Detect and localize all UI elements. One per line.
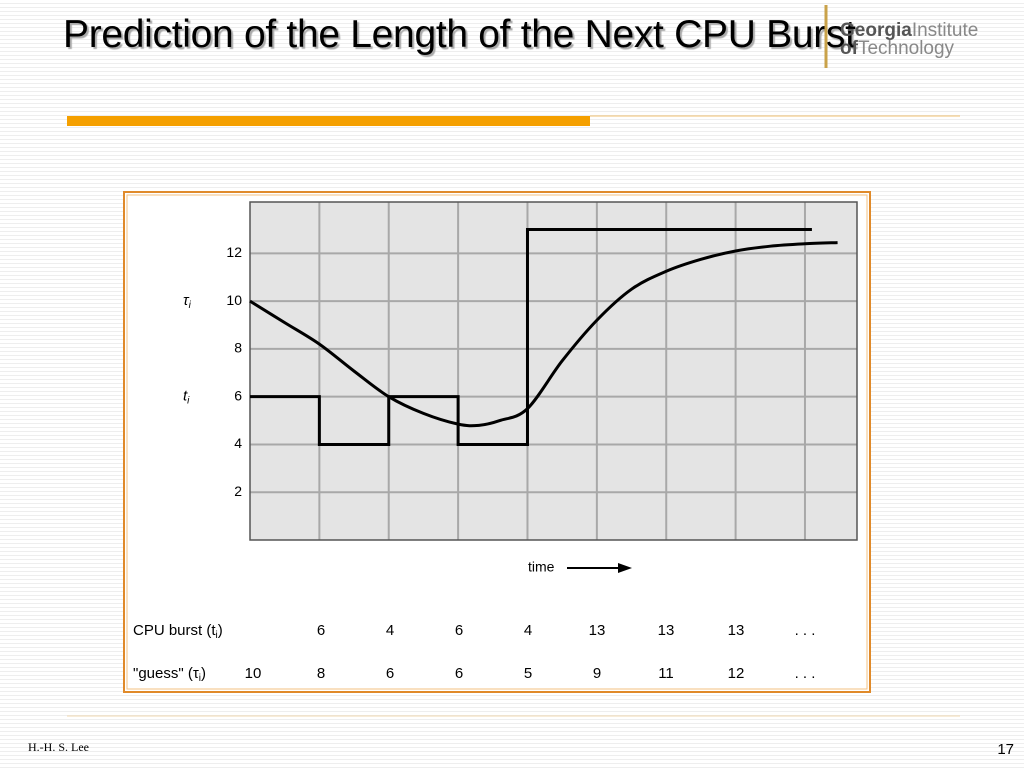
plot-border	[249, 201, 858, 541]
symbol: t	[183, 388, 188, 405]
logo-word: Technology	[858, 38, 955, 59]
y-tick-label: 6	[234, 387, 242, 403]
table-cell: . . .	[795, 622, 816, 639]
series-line	[249, 241, 838, 428]
table-cell: 13	[658, 622, 675, 639]
table-cell: 8	[317, 665, 325, 682]
table-cell: 13	[589, 622, 606, 639]
x-axis-label: time	[528, 559, 555, 575]
y-tick-label: 12	[226, 244, 242, 260]
subscript: i	[187, 395, 190, 406]
figure-frame-inner	[126, 194, 868, 690]
table-cell: 4	[386, 622, 394, 639]
footer-author: H.-H. S. Lee	[28, 740, 89, 754]
page-number: 17	[997, 741, 1014, 758]
subscript: i	[199, 673, 201, 684]
label-part: "guess" (τ	[133, 665, 199, 682]
table-cell: 6	[317, 622, 325, 639]
subscript: i	[216, 630, 218, 641]
axis-symbol: τi	[183, 292, 192, 311]
label-part: CPU burst (t	[133, 622, 216, 639]
table-cell: 6	[386, 665, 394, 682]
table-cell: 11	[658, 665, 674, 682]
y-tick-label: 2	[234, 483, 242, 499]
title-bar	[67, 116, 590, 126]
table-cell: 4	[524, 622, 532, 639]
table-cell: 5	[524, 665, 532, 682]
row-label: "guess" (τi)	[133, 665, 206, 684]
time-arrowhead	[618, 563, 632, 573]
symbol: τ	[183, 292, 190, 309]
y-tick-label: 10	[226, 292, 242, 308]
table-cell: 12	[728, 665, 745, 682]
table-cell: 10	[245, 665, 262, 682]
subscript: i	[189, 300, 192, 311]
logo-word: Georgia	[840, 20, 912, 41]
axis-symbol: ti	[183, 388, 190, 407]
row-label: CPU burst (ti)	[133, 622, 223, 641]
table-cell: 9	[593, 665, 601, 682]
label-part: )	[201, 665, 206, 682]
logo-word: Institute	[912, 20, 979, 41]
label-part: )	[218, 622, 223, 639]
y-tick-label: 8	[234, 340, 242, 356]
y-tick-label: 4	[234, 435, 242, 451]
table-cell: 13	[728, 622, 745, 639]
table-cell: . . .	[795, 665, 816, 682]
table-cell: 6	[455, 665, 463, 682]
series-line	[250, 227, 812, 446]
table-cell: 6	[455, 622, 463, 639]
logo-text: ofTechnology	[840, 38, 955, 59]
logo-word: of	[840, 38, 859, 59]
slide-title: Prediction of the Length of the Next CPU…	[63, 13, 856, 56]
logo-text: GeorgiaInstitute	[840, 20, 978, 41]
